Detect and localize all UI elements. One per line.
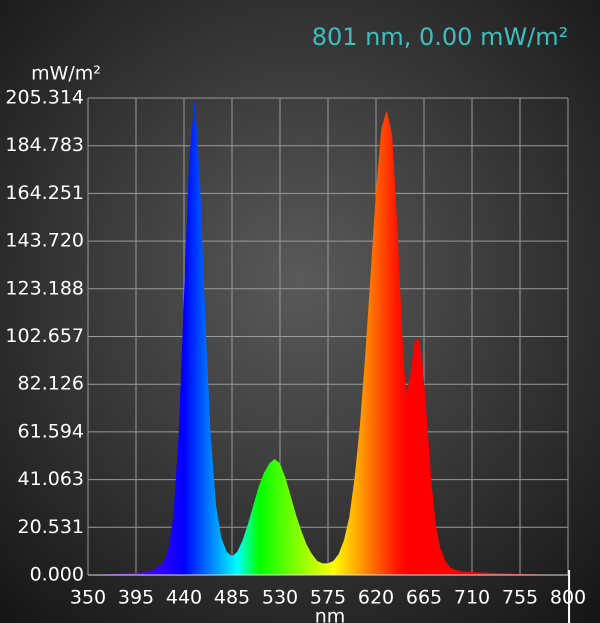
y-tick-label: 205.314 bbox=[5, 87, 84, 109]
y-tick-label: 61.594 bbox=[18, 420, 84, 442]
spectrum-area bbox=[88, 98, 568, 576]
y-tick-label: 184.783 bbox=[5, 134, 84, 156]
x-tick-label: 755 bbox=[502, 587, 538, 609]
y-tick-label: 0.000 bbox=[30, 564, 84, 586]
y-tick-label: 143.720 bbox=[5, 230, 84, 252]
y-tick-label: 41.063 bbox=[18, 468, 84, 490]
y-tick-label: 123.188 bbox=[5, 277, 84, 299]
x-tick-label: 665 bbox=[406, 587, 442, 609]
y-tick-label: 164.251 bbox=[5, 182, 84, 204]
x-tick-label: 575 bbox=[310, 587, 346, 609]
x-tick-label: 395 bbox=[118, 587, 154, 609]
x-tick-label: 530 bbox=[262, 587, 298, 609]
x-axis-label: nm bbox=[315, 606, 346, 623]
y-tick-label: 102.657 bbox=[5, 325, 84, 347]
x-tick-label: 800 bbox=[550, 587, 586, 609]
y-tick-label: 82.126 bbox=[18, 373, 84, 395]
x-tick-label: 350 bbox=[70, 587, 106, 609]
x-tick-label: 620 bbox=[358, 587, 394, 609]
y-tick-label: 20.531 bbox=[18, 516, 84, 538]
x-tick-label: 440 bbox=[166, 587, 202, 609]
x-tick-label: 485 bbox=[214, 587, 250, 609]
x-tick-label: 710 bbox=[454, 587, 490, 609]
cursor-readout: 801 nm, 0.00 mW/m² bbox=[312, 23, 569, 51]
y-axis-label: mW/m² bbox=[31, 63, 101, 85]
